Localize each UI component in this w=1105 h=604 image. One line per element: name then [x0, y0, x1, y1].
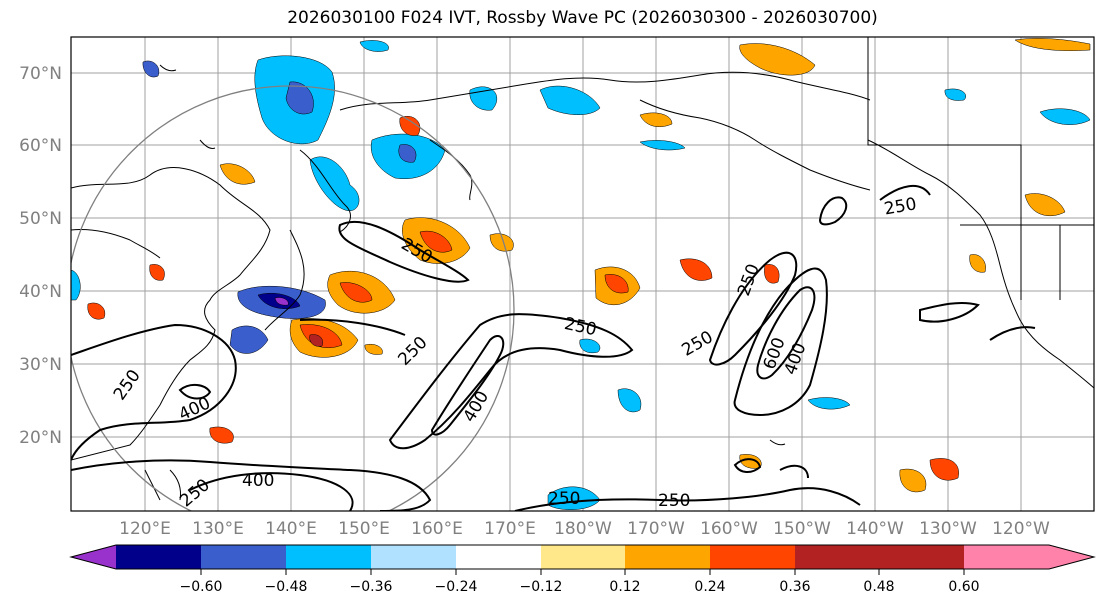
rossby-wave-circle	[71, 85, 515, 511]
lat-tick-label: 60°N	[19, 136, 62, 156]
colorbar-tick-label: 0.36	[779, 579, 810, 595]
colorbar-extend-min	[71, 545, 116, 569]
colorbar-tick-label: −0.24	[435, 579, 478, 595]
lat-tick-label: 70°N	[19, 64, 62, 84]
lon-tick-label: 130°W	[919, 519, 977, 539]
colorbar-bin	[710, 545, 795, 569]
lon-tick-label: 140°E	[265, 519, 317, 539]
contour-label: 250	[658, 491, 690, 511]
lon-tick-label: 120°W	[992, 519, 1050, 539]
colorbar-tick-label: 0.12	[609, 579, 640, 595]
colorbar-ticks	[200, 569, 965, 575]
colorbar-outline	[69, 544, 1096, 570]
lat-tick-label: 20°N	[19, 428, 62, 448]
colorbar-tick-label: −0.48	[265, 579, 308, 595]
contour-label: 400	[242, 471, 274, 491]
colorbar-bin	[456, 545, 541, 569]
colorbar-tick-labels: −0.60 −0.48 −0.36 −0.24 −0.12 0.12 0.24 …	[180, 579, 980, 595]
colorbar-tick-label: −0.60	[180, 579, 223, 595]
ivt-contours	[71, 185, 1036, 511]
lon-tick-label: 160°E	[411, 519, 463, 539]
lon-tick-label: 130°E	[192, 519, 244, 539]
longitude-axis: 120°E 130°E 140°E 150°E 160°E 170°E 180°…	[119, 519, 1050, 539]
colorbar-tick-label: −0.12	[520, 579, 563, 595]
lon-tick-label: 140°W	[846, 519, 904, 539]
lon-tick-label: 120°E	[119, 519, 171, 539]
colorbar-bin	[625, 545, 710, 569]
colorbar-bin	[371, 545, 456, 569]
colorbar-tick-label: 0.60	[948, 579, 979, 595]
lon-tick-label: 150°W	[773, 519, 831, 539]
lon-tick-label: 160°W	[700, 519, 758, 539]
colorbar-tick-label: 0.48	[863, 579, 894, 595]
lat-tick-label: 30°N	[19, 355, 62, 375]
colorbar-bin	[541, 545, 625, 569]
map-frame	[70, 36, 1095, 512]
colorbar-bin	[116, 545, 201, 569]
map-panel: 250 250 250 250 250 250 250 250 250 250 …	[70, 36, 1095, 512]
lat-tick-label: 40°N	[19, 282, 62, 302]
colorbar-bin	[795, 545, 879, 569]
colorbar-bin	[201, 545, 286, 569]
lon-tick-label: 150°E	[338, 519, 390, 539]
map-title: 2026030100 F024 IVT, Rossby Wave PC (202…	[287, 8, 878, 28]
colorbar-bin	[879, 545, 964, 569]
colorbar-tick-label: −0.36	[350, 579, 393, 595]
lat-tick-label: 50°N	[19, 209, 62, 229]
colorbar-tick-label: 0.24	[694, 579, 725, 595]
latitude-axis: 20°N 30°N 40°N 50°N 60°N 70°N	[19, 64, 62, 448]
lon-tick-label: 180°W	[554, 519, 612, 539]
colorbar: −0.60 −0.48 −0.36 −0.24 −0.12 0.12 0.24 …	[69, 544, 1096, 595]
ivt-shading	[71, 38, 1091, 510]
contour-label: 250	[548, 489, 580, 509]
colorbar-bin	[286, 545, 371, 569]
lon-tick-label: 170°E	[484, 519, 536, 539]
coastlines	[71, 37, 1094, 501]
lon-tick-label: 170°W	[627, 519, 685, 539]
